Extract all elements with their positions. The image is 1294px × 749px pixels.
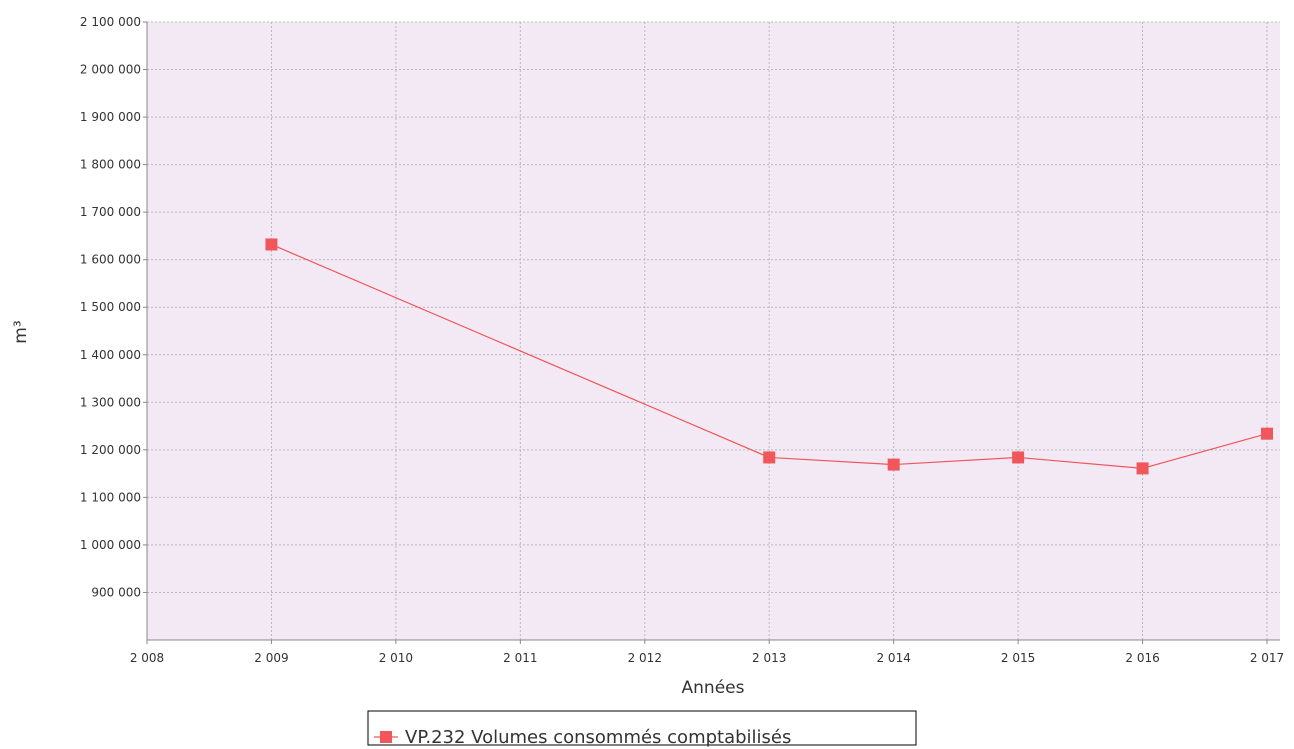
y-axis-title: m³ xyxy=(11,320,31,343)
legend-marker xyxy=(380,731,392,743)
legend: VP.232 Volumes consommés comptabilisés xyxy=(367,710,917,748)
plot-area xyxy=(147,22,1280,640)
y-tick-label: 900 000 xyxy=(91,585,141,599)
x-tick-label: 2 008 xyxy=(130,651,164,665)
y-tick-label: 1 100 000 xyxy=(80,490,141,504)
axes xyxy=(146,22,1280,641)
y-tick-label: 1 900 000 xyxy=(80,110,141,124)
x-tick-label: 2 015 xyxy=(1001,651,1035,665)
data-point-marker xyxy=(887,458,900,471)
y-axis-ticks: 900 000 1 000 000 1 100 000 1 200 000 1 300 … xyxy=(80,15,147,599)
data-point-marker xyxy=(1261,427,1273,440)
y-tick-label: 1 400 000 xyxy=(80,348,141,362)
legend-label: VP.232 Volumes consommés comptabilisés xyxy=(405,727,791,748)
y-tick-label: 1 000 000 xyxy=(80,538,141,552)
x-tick-label: 2 012 xyxy=(628,651,662,665)
data-point-marker xyxy=(1012,451,1025,464)
x-tick-label: 2 016 xyxy=(1125,651,1159,665)
x-tick-label: 2 011 xyxy=(503,651,537,665)
x-axis-title: Années xyxy=(682,678,745,698)
y-tick-label: 1 700 000 xyxy=(80,205,141,219)
data-point-marker xyxy=(265,238,278,251)
legend-box xyxy=(367,710,917,746)
x-axis-ticks: 2 008 2 009 2 010 2 011 2 012 2 013 2 014 2 015… xyxy=(130,640,1284,665)
data-point-marker xyxy=(1136,462,1149,475)
series-group xyxy=(265,238,1273,475)
x-tick-label: 2 017 xyxy=(1250,651,1284,665)
y-tick-label: 2 000 000 xyxy=(80,63,141,77)
x-tick-label: 2 009 xyxy=(254,651,288,665)
y-tick-label: 1 500 000 xyxy=(80,300,141,314)
y-tick-label: 1 800 000 xyxy=(80,158,141,172)
x-tick-label: 2 014 xyxy=(876,651,910,665)
y-tick-label: 2 100 000 xyxy=(80,15,141,29)
y-tick-label: 1 300 000 xyxy=(80,395,141,409)
x-tick-label: 2 013 xyxy=(752,651,786,665)
x-tick-label: 2 010 xyxy=(379,651,413,665)
grid-lines xyxy=(146,21,1280,640)
y-tick-label: 1 600 000 xyxy=(80,253,141,267)
y-tick-label: 1 200 000 xyxy=(80,443,141,457)
data-point-marker xyxy=(763,451,776,464)
series-line xyxy=(271,243,1268,469)
